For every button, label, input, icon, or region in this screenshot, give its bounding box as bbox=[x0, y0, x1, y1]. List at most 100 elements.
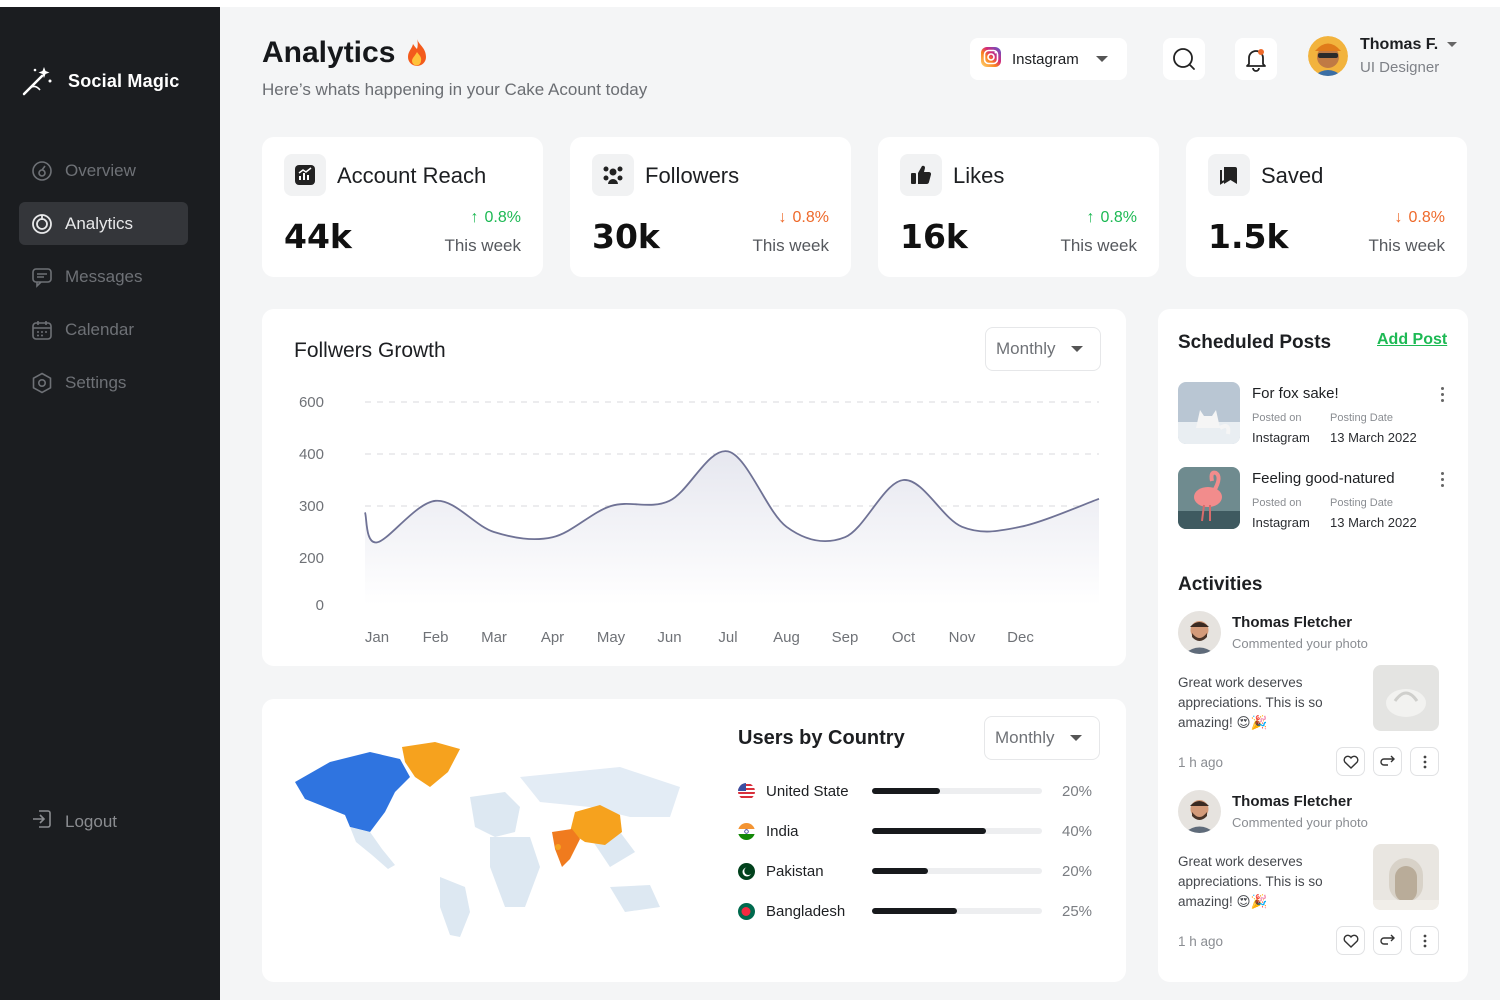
chevron-down-icon bbox=[1095, 51, 1109, 68]
growth-period-select[interactable]: Monthly bbox=[985, 327, 1101, 371]
country-percent: 20% bbox=[1062, 862, 1093, 880]
arrow-down-icon: ↓ bbox=[1394, 209, 1403, 226]
growth-title: Follwers Growth bbox=[294, 339, 446, 362]
country-name: Pakistan bbox=[766, 862, 824, 880]
y-tick-label: 600 bbox=[299, 394, 324, 411]
followers-growth-chart: 600 400 300 200 0 Jan Feb Mar Apr May Jun Jul Aug Sep… bbox=[299, 394, 1100, 646]
country-row-united-states: United State 20% bbox=[738, 779, 1098, 803]
countries-period-select[interactable]: Monthly bbox=[984, 716, 1100, 760]
world-map bbox=[295, 742, 680, 937]
x-tick-label: Jan bbox=[365, 629, 389, 646]
stat-value: 16k bbox=[900, 217, 968, 256]
more-options-icon bbox=[1423, 755, 1426, 768]
stat-delta-value: 0.8% bbox=[1408, 209, 1445, 226]
activity-time: 1 h ago bbox=[1178, 934, 1224, 949]
arrow-down-icon: ↓ bbox=[778, 209, 787, 226]
sidebar-item-calendar[interactable]: Calendar bbox=[19, 308, 188, 351]
sidebar-item-overview[interactable]: Overview bbox=[19, 149, 188, 192]
more-options-button[interactable] bbox=[1410, 926, 1439, 955]
platform-select-value: Instagram bbox=[1012, 50, 1079, 68]
sidebar-item-settings[interactable]: Settings bbox=[19, 361, 188, 404]
stat-delta: ↑ 0.8% bbox=[1087, 209, 1137, 227]
messages-icon bbox=[30, 265, 54, 289]
stat-value: 1.5k bbox=[1208, 217, 1289, 256]
chart-icon bbox=[284, 154, 326, 196]
sidebar-item-label: Calendar bbox=[65, 319, 134, 339]
heart-icon bbox=[1343, 934, 1358, 948]
stat-value: 30k bbox=[592, 217, 660, 256]
avatar bbox=[1178, 790, 1221, 833]
chevron-down-icon bbox=[1069, 734, 1082, 741]
logout-icon bbox=[30, 807, 54, 836]
reply-button[interactable] bbox=[1373, 747, 1402, 776]
country-name: Bangladesh bbox=[766, 902, 846, 920]
stat-delta: ↓ 0.8% bbox=[779, 209, 829, 227]
y-tick-label: 0 bbox=[316, 597, 324, 614]
stat-card-followers[interactable]: Followers 30k ↓ 0.8% This week bbox=[570, 137, 851, 277]
page-title-text: Analytics bbox=[262, 36, 396, 69]
sidebar-item-label: Settings bbox=[65, 372, 127, 392]
activity-comment: Great work deserves appreciations. This … bbox=[1178, 675, 1323, 730]
bangladesh-flag-icon bbox=[738, 902, 755, 920]
stat-delta: ↓ 0.8% bbox=[1395, 209, 1445, 227]
activity-photo[interactable] bbox=[1373, 665, 1439, 731]
stat-label: Likes bbox=[953, 163, 1005, 188]
notifications-button[interactable] bbox=[1235, 38, 1277, 80]
country-percent: 25% bbox=[1062, 902, 1093, 920]
reply-icon bbox=[1379, 934, 1395, 945]
country-bar bbox=[872, 908, 1042, 914]
posting-date-label: Posting Date bbox=[1330, 412, 1393, 424]
posted-on-value: Instagram bbox=[1252, 430, 1310, 445]
sidebar-item-label: Analytics bbox=[65, 213, 134, 233]
country-bar-fill bbox=[872, 908, 957, 914]
user-menu[interactable]: Thomas F. UI Designer bbox=[1308, 36, 1458, 76]
more-options-button[interactable] bbox=[1410, 747, 1439, 776]
country-bar bbox=[872, 828, 1042, 834]
like-button[interactable] bbox=[1336, 747, 1365, 776]
scheduled-post[interactable]: For fox sake! Posted on Posting Date Ins… bbox=[1178, 382, 1448, 446]
x-tick-label: Jul bbox=[718, 629, 737, 646]
sidebar-item-messages[interactable]: Messages bbox=[19, 255, 188, 298]
activity-item: Thomas Fletcher Commented your photo Gre… bbox=[1178, 611, 1448, 776]
calendar-icon bbox=[30, 318, 54, 342]
reply-button[interactable] bbox=[1373, 926, 1402, 955]
x-tick-label: Nov bbox=[949, 629, 976, 646]
logout-button[interactable]: Logout bbox=[30, 807, 117, 836]
more-options-icon[interactable] bbox=[1436, 470, 1448, 488]
platform-select[interactable]: Instagram bbox=[970, 38, 1127, 80]
scheduled-posts-title: Scheduled Posts bbox=[1178, 332, 1332, 353]
brand[interactable]: Social Magic bbox=[20, 63, 179, 99]
stat-card-saved[interactable]: Saved 1.5k ↓ 0.8% This week bbox=[1186, 137, 1467, 277]
avatar bbox=[1178, 611, 1221, 654]
countries-period-value: Monthly bbox=[995, 728, 1055, 747]
more-options-icon[interactable] bbox=[1436, 385, 1448, 403]
settings-icon bbox=[30, 371, 54, 395]
user-name-text: Thomas F. bbox=[1360, 36, 1439, 53]
arrow-up-icon: ↑ bbox=[470, 209, 479, 226]
stat-card-likes[interactable]: Likes 16k ↑ 0.8% This week bbox=[878, 137, 1159, 277]
activity-action: Commented your photo bbox=[1232, 815, 1368, 830]
activity-user[interactable]: Thomas Fletcher bbox=[1232, 793, 1353, 810]
activity-user[interactable]: Thomas Fletcher bbox=[1232, 614, 1353, 631]
activity-header: Thomas Fletcher Commented your photo bbox=[1178, 611, 1448, 659]
scheduled-post[interactable]: Feeling good-natured Posted on Posting D… bbox=[1178, 467, 1448, 531]
country-bar bbox=[872, 868, 1042, 874]
users-by-country-card: Users by Country Monthly United State 20… bbox=[262, 699, 1126, 982]
activity-action: Commented your photo bbox=[1232, 636, 1368, 651]
chevron-down-icon bbox=[1447, 42, 1458, 47]
bookmark-icon bbox=[1208, 154, 1250, 196]
stat-card-reach[interactable]: Account Reach 44k ↑ 0.8% This week bbox=[262, 137, 543, 277]
sidebar-item-analytics[interactable]: Analytics bbox=[19, 202, 188, 245]
followers-growth-card: Follwers Growth Monthly 600 400 300 200 0 Jan… bbox=[262, 309, 1126, 666]
x-tick-label: Apr bbox=[541, 629, 564, 646]
like-button[interactable] bbox=[1336, 926, 1365, 955]
country-bar-fill bbox=[872, 868, 929, 874]
activity-time: 1 h ago bbox=[1178, 755, 1224, 770]
add-post-link[interactable]: Add Post bbox=[1377, 331, 1448, 348]
search-button[interactable] bbox=[1163, 38, 1205, 80]
country-row-bangladesh: Bangladesh 25% bbox=[738, 899, 1098, 923]
more-options-icon bbox=[1423, 934, 1426, 947]
activity-photo[interactable] bbox=[1373, 844, 1439, 910]
country-percent: 40% bbox=[1062, 822, 1093, 840]
posting-date-value: 13 March 2022 bbox=[1330, 515, 1417, 530]
